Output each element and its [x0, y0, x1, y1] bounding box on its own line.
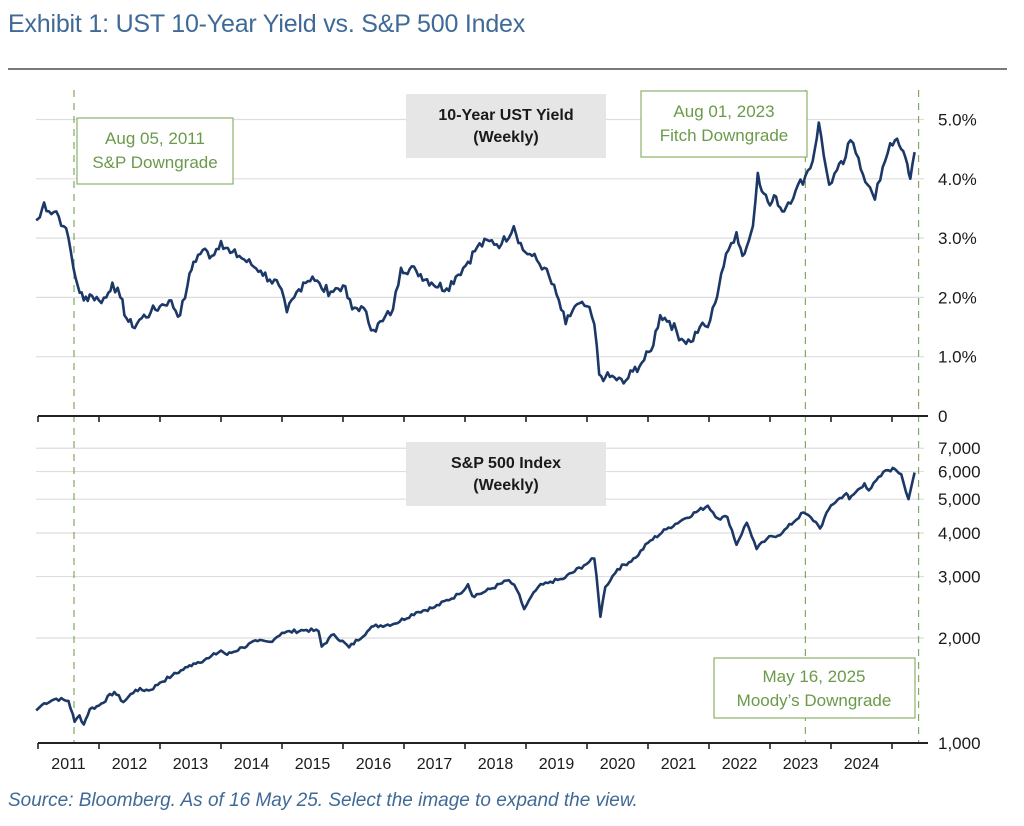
sp500-y-tick-label: 2,000	[938, 629, 981, 648]
yield-y-tick-label: 2.0%	[938, 288, 977, 307]
sp500-panel-title: S&P 500 Index	[451, 455, 561, 472]
x-tick-label: 2024	[844, 756, 880, 773]
yield-y-tick-label: 5.0%	[938, 111, 977, 130]
axes	[37, 415, 928, 749]
annotation-fitch-downgrade-date: Aug 01, 2023	[673, 102, 774, 121]
chart-canvas: 10-Year UST Yield (Weekly) S&P 500 Index…	[35, 90, 981, 773]
yield-y-axis-labels: 0 1.0% 2.0% 3.0% 4.0% 5.0%	[938, 111, 977, 427]
annotation-fitch-downgrade-label: Fitch Downgrade	[660, 126, 789, 145]
x-tick-label: 2017	[417, 756, 453, 773]
sp500-panel-subtitle: (Weekly)	[473, 477, 539, 494]
x-tick-label: 2013	[173, 756, 209, 773]
x-tick-label: 2020	[600, 756, 636, 773]
x-tick-label: 2022	[722, 756, 758, 773]
x-tick-label: 2016	[356, 756, 392, 773]
source-note: Source: Bloomberg. As of 16 May 25. Sele…	[8, 790, 638, 811]
sp500-y-tick-label: 5,000	[938, 490, 981, 509]
yield-panel-subtitle: (Weekly)	[473, 129, 539, 146]
sp500-y-tick-label: 4,000	[938, 524, 981, 543]
annotation-sp-downgrade-date: Aug 05, 2011	[105, 129, 205, 148]
exhibit-title: Exhibit 1: UST 10-Year Yield vs. S&P 500…	[8, 10, 526, 38]
x-tick-label: 2012	[112, 756, 148, 773]
x-tick-label: 2014	[234, 756, 270, 773]
sp500-y-axis-labels: 1,000 2,000 3,000 4,000 5,000 6,000 7,000	[938, 439, 981, 753]
sp500-series-line	[35, 466, 916, 726]
x-tick-label: 2011	[51, 756, 86, 773]
annotation-moodys-downgrade: May 16, 2025 Moody’s Downgrade	[713, 657, 916, 719]
x-axis-labels: 2011 2012 2013 2014 2015 2016 2017 2018 2019 2020…	[51, 756, 879, 773]
sp500-y-tick-label: 3,000	[938, 568, 981, 587]
x-tick-label: 2023	[783, 756, 819, 773]
x-tick-label: 2019	[539, 756, 575, 773]
yield-y-tick-label: 0	[938, 407, 947, 426]
yield-y-tick-label: 1.0%	[938, 348, 977, 367]
title-divider	[8, 68, 1007, 70]
sp500-panel-title-box: S&P 500 Index (Weekly)	[406, 442, 606, 506]
yield-y-tick-label: 3.0%	[938, 229, 977, 248]
annotation-fitch-downgrade: Aug 01, 2023 Fitch Downgrade	[640, 90, 808, 158]
x-tick-label: 2015	[295, 756, 331, 773]
yield-series-line	[35, 121, 916, 385]
series-lines	[35, 121, 916, 726]
annotation-moodys-downgrade-label: Moody’s Downgrade	[737, 691, 892, 710]
annotation-sp-downgrade-label: S&P Downgrade	[92, 153, 217, 172]
annotation-sp-downgrade: Aug 05, 2011 S&P Downgrade	[76, 117, 234, 185]
sp500-y-tick-label: 6,000	[938, 463, 981, 482]
yield-panel-title-box: 10-Year UST Yield (Weekly)	[406, 94, 606, 158]
x-tick-label: 2021	[661, 756, 697, 773]
yield-panel-title: 10-Year UST Yield	[438, 107, 573, 124]
yield-y-tick-label: 4.0%	[938, 170, 977, 189]
annotation-moodys-downgrade-date: May 16, 2025	[762, 667, 865, 686]
sp500-y-tick-label: 1,000	[938, 734, 981, 753]
x-tick-label: 2018	[478, 756, 514, 773]
sp500-y-tick-label: 7,000	[938, 439, 981, 458]
